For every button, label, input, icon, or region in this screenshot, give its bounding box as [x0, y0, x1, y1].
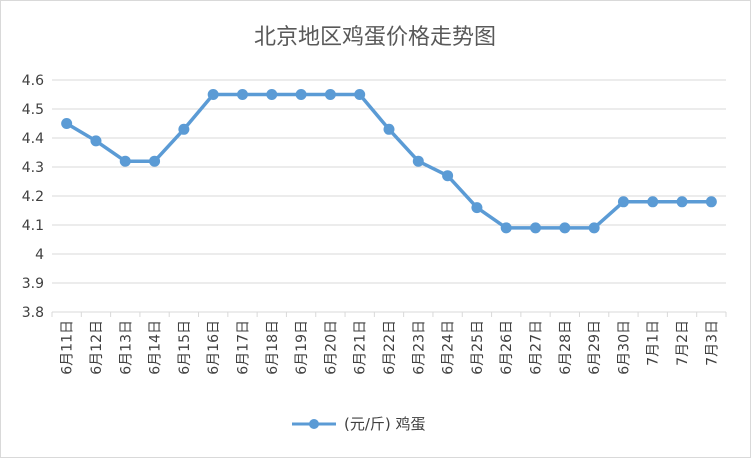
- x-tick-label: 6月24日: [441, 320, 457, 375]
- x-tick-label: 6月29日: [587, 320, 603, 375]
- data-point: [647, 196, 659, 208]
- data-point: [354, 89, 366, 100]
- x-tick-label: 6月12日: [89, 320, 105, 375]
- data-point: [705, 196, 717, 208]
- y-tick-label: 3.9: [22, 276, 44, 292]
- x-axis-ticks: 6月11日 6月12日 6月13日 6月14日 6月15日 6月16日 6月17日 6月18日…: [51, 312, 727, 375]
- data-point: [178, 123, 190, 135]
- data-point: [207, 89, 219, 100]
- y-tick-label: 4.6: [22, 73, 44, 89]
- x-tick-label: 6月15日: [177, 320, 193, 375]
- chart-title: 北京地区鸡蛋价格走势图: [254, 25, 496, 50]
- y-axis-ticks: 3.8 3.9 4 4.1 4.2 4.3 4.4 4.5 4.6: [22, 73, 44, 321]
- x-tick-label: 6月19日: [294, 320, 310, 375]
- data-point: [90, 135, 102, 147]
- x-tick-label: 7月2日: [675, 320, 691, 366]
- x-tick-label: 6月16日: [206, 320, 222, 375]
- data-point: [617, 196, 629, 208]
- y-tick-label: 4.5: [22, 102, 44, 118]
- series-layer: [61, 89, 717, 234]
- data-point: [383, 123, 395, 135]
- y-tick-label: 4.4: [22, 131, 44, 147]
- x-tick-label: 6月23日: [411, 320, 427, 375]
- x-tick-label: 7月3日: [704, 320, 720, 366]
- x-tick-label: 7月1日: [646, 320, 662, 366]
- y-tick-label: 4.3: [22, 160, 44, 176]
- y-tick-label: 4.2: [22, 189, 44, 205]
- data-point: [324, 89, 336, 100]
- data-point: [412, 155, 424, 167]
- x-tick-label: 6月11日: [60, 320, 76, 375]
- data-point: [559, 222, 571, 234]
- x-tick-label: 6月20日: [323, 320, 339, 375]
- data-point: [236, 89, 248, 100]
- data-point: [149, 155, 161, 167]
- data-point: [500, 222, 512, 234]
- x-tick-label: 6月25日: [470, 320, 486, 375]
- data-point: [61, 118, 73, 129]
- x-tick-label: 6月26日: [499, 320, 515, 375]
- x-tick-label: 6月21日: [353, 320, 369, 375]
- x-tick-label: 6月28日: [558, 320, 574, 375]
- data-point: [588, 222, 600, 234]
- data-point: [295, 89, 307, 100]
- x-tick-label: 6月30日: [616, 320, 632, 375]
- data-point: [442, 170, 454, 182]
- x-tick-label: 6月22日: [382, 320, 398, 375]
- y-tick-label: 4.1: [22, 218, 44, 234]
- legend-label: (元/斤) 鸡蛋: [344, 415, 426, 433]
- x-tick-label: 6月18日: [265, 320, 281, 375]
- x-tick-label: 6月14日: [148, 320, 164, 375]
- y-tick-label: 3.8: [22, 305, 44, 321]
- y-tick-label: 4: [35, 247, 44, 263]
- data-point: [530, 222, 542, 234]
- x-tick-label: 6月13日: [118, 320, 134, 375]
- data-point: [266, 89, 278, 100]
- x-tick-label: 6月27日: [529, 320, 545, 375]
- legend-point-marker: [309, 419, 319, 429]
- data-point: [471, 202, 483, 214]
- gridlines: [52, 79, 726, 313]
- legend: (元/斤) 鸡蛋: [292, 415, 426, 433]
- x-tick-label: 6月17日: [235, 320, 251, 375]
- data-point: [119, 155, 131, 167]
- data-point: [676, 196, 688, 208]
